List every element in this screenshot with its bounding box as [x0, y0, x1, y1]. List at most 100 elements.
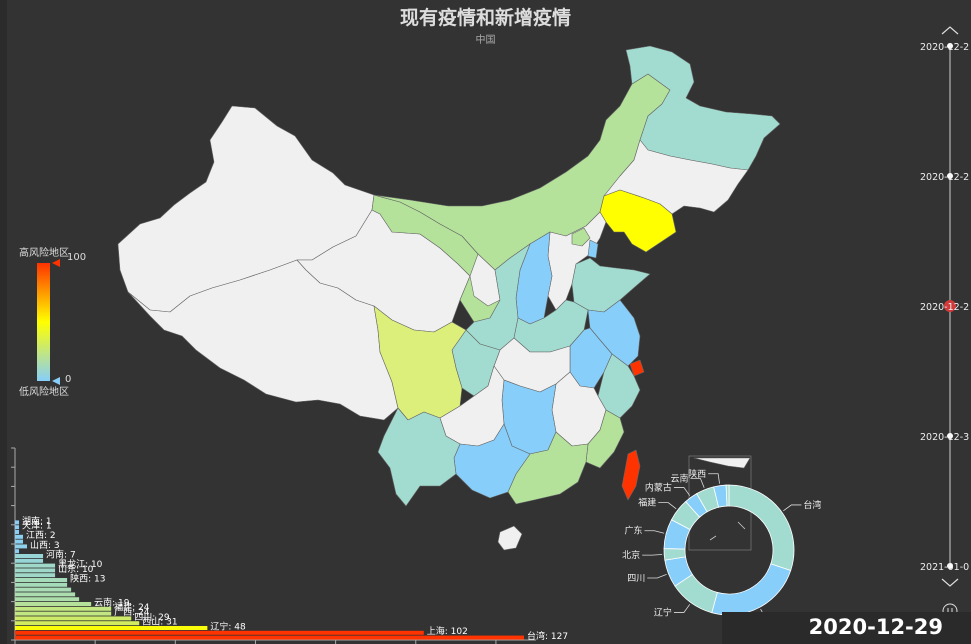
- pie-label-line: [673, 487, 691, 496]
- bar-mark[interactable]: [15, 530, 20, 534]
- left-frame-edge: [0, 0, 7, 644]
- bar-mark[interactable]: [15, 635, 524, 640]
- bar-value-label: 云南: 19: [94, 596, 130, 608]
- pie-slice-label: 四川: [627, 574, 645, 584]
- bar-mark[interactable]: [15, 563, 56, 568]
- bar-mark[interactable]: [15, 573, 56, 578]
- bar-mark[interactable]: [15, 554, 44, 558]
- bar-mark[interactable]: [15, 621, 140, 626]
- bar-value-label: 台湾: 127: [527, 630, 568, 642]
- pie-slice[interactable]: [725, 484, 730, 507]
- bar-mark[interactable]: [15, 549, 20, 554]
- pie-label-line: [658, 502, 677, 510]
- timeline-tick[interactable]: [947, 433, 953, 439]
- bar-mark[interactable]: [15, 520, 20, 525]
- bar-value-label: 山西: 3: [30, 540, 60, 551]
- pie-label-line: [708, 473, 720, 484]
- bar-mark[interactable]: [15, 606, 112, 611]
- pie-slice-label: 云南: [670, 472, 688, 484]
- bar-mark[interactable]: [15, 534, 24, 539]
- pie-label-line: [783, 504, 802, 512]
- bar-mark[interactable]: [15, 568, 56, 573]
- visual-map-min-value: 0: [65, 374, 72, 385]
- bar-mark[interactable]: [15, 626, 208, 630]
- timeline-label[interactable]: 2020-12-3: [920, 432, 969, 443]
- pie-slice-label: 内蒙古: [645, 482, 672, 494]
- current-date: 2020-12-29: [808, 615, 943, 639]
- bar-value-label: 黑龙江: 10: [58, 558, 103, 570]
- pie-slice[interactable]: [711, 563, 792, 616]
- bar-mark[interactable]: [15, 616, 132, 621]
- bar-value-label: 陕西: 13: [70, 572, 105, 584]
- bar-mark[interactable]: [15, 558, 44, 563]
- pie-slice-label: 辽宁: [654, 606, 672, 618]
- bar-value-label: 上海: 102: [427, 625, 468, 637]
- pie-slice-label: 台湾: [803, 499, 821, 511]
- visual-map-handle-bottom[interactable]: [52, 377, 60, 385]
- pie-label-line: [642, 554, 663, 556]
- timeline[interactable]: 2020-12-2 2020-12-2 2020-12-2 2020-12-3 2021…: [920, 26, 969, 619]
- bar-value-label: 广西: 24: [114, 606, 150, 618]
- current-date-panel: 2020-12-29: [722, 612, 971, 644]
- bar-mark[interactable]: [15, 592, 76, 597]
- visual-map[interactable]: [37, 259, 60, 385]
- pie-label-line: [673, 604, 691, 613]
- map-south-china-sea-inset: [693, 457, 751, 469]
- map-region-fujian[interactable]: [585, 409, 625, 469]
- bar-value-label: 天津: 1: [22, 521, 52, 532]
- bar-mark[interactable]: [15, 544, 28, 549]
- visual-map-handle-top[interactable]: [52, 259, 60, 267]
- bar-mark[interactable]: [15, 539, 24, 544]
- timeline-label[interactable]: 2021-01-0: [920, 562, 969, 573]
- map-region-shanghai[interactable]: [629, 359, 645, 377]
- bar-value-label: 四川: 29: [134, 613, 170, 623]
- timeline-next-button[interactable]: [941, 578, 959, 587]
- timeline-tick[interactable]: [947, 563, 953, 569]
- timeline-prev-button[interactable]: [941, 26, 959, 35]
- pie-slice[interactable]: [728, 484, 795, 571]
- pie-chart: 台湾上海辽宁四川北京广东福建内蒙古云南陕西: [622, 455, 821, 624]
- pie-label-line: [647, 573, 667, 579]
- map-region-liaoning[interactable]: [599, 189, 677, 253]
- bar-mark[interactable]: [15, 587, 72, 592]
- bar-value-label: 福建: 24: [114, 601, 150, 613]
- chart-title: 现有疫情和新增疫情: [399, 7, 571, 29]
- pie-slice-label: 福建: [638, 497, 656, 509]
- pie-label-line: [690, 478, 705, 488]
- bar-mark[interactable]: [15, 630, 424, 635]
- map-region-yunnan[interactable]: [377, 407, 461, 507]
- bar-value-label: 辽宁: 48: [210, 620, 246, 632]
- pie-slice-label: 陕西: [688, 468, 706, 480]
- timeline-label[interactable]: 2020-12-2: [920, 42, 969, 53]
- bar-value-label: 江西: 2: [26, 530, 56, 541]
- bar-value-label: 河南: 7: [46, 548, 76, 560]
- chart-subtitle: 中国: [475, 35, 496, 46]
- map-region-taiwan[interactable]: [621, 449, 641, 501]
- bar-mark[interactable]: [15, 611, 112, 616]
- bar-mark[interactable]: [15, 602, 92, 606]
- bar-value-label: 西山: 31: [142, 617, 177, 628]
- bar-value-label: 湖南: 1: [22, 515, 52, 527]
- timeline-current-marker[interactable]: [944, 300, 956, 312]
- bar-mark[interactable]: [15, 578, 68, 582]
- map-region-beijing[interactable]: [571, 227, 591, 247]
- bar-mark[interactable]: [15, 582, 68, 587]
- map-region-shandong[interactable]: [571, 257, 651, 313]
- map-region-tianjin[interactable]: [587, 239, 599, 259]
- china-map: [117, 45, 781, 551]
- visual-map-gradient: [37, 263, 50, 381]
- bar-mark[interactable]: [15, 597, 80, 602]
- pie-slice-label: 北京: [622, 549, 640, 561]
- timeline-label[interactable]: 2020-12-2: [920, 302, 969, 313]
- pie-slice-label: 广东: [624, 525, 642, 537]
- timeline-tick[interactable]: [947, 43, 953, 49]
- map-region-sichuan[interactable]: [373, 305, 467, 421]
- timeline-tick[interactable]: [947, 173, 953, 179]
- map-region-hainan[interactable]: [497, 525, 523, 551]
- bar-mark[interactable]: [15, 525, 20, 530]
- pie-chart-guide-tick: [737, 521, 746, 530]
- visual-map-high-label: 高风险地区: [19, 248, 69, 259]
- pie-chart-guide-tick: [709, 535, 717, 541]
- timeline-label[interactable]: 2020-12-2: [920, 172, 969, 183]
